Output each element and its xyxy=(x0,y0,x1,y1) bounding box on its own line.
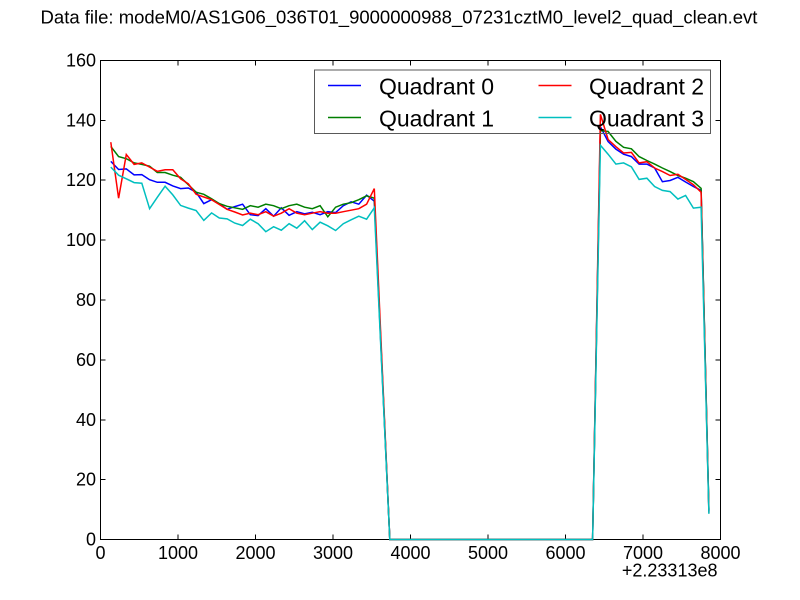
svg-text:160: 160 xyxy=(66,51,96,71)
svg-text:20: 20 xyxy=(76,470,96,490)
svg-text:Data file: modeM0/AS1G06_036T0: Data file: modeM0/AS1G06_036T01_90000009… xyxy=(41,7,758,29)
svg-text:Quadrant 3: Quadrant 3 xyxy=(589,105,704,131)
svg-text:40: 40 xyxy=(76,410,96,430)
svg-text:80: 80 xyxy=(76,290,96,310)
svg-text:6000: 6000 xyxy=(545,543,585,563)
svg-text:3000: 3000 xyxy=(313,543,353,563)
svg-text:+2.23313e8: +2.23313e8 xyxy=(622,561,718,581)
svg-text:4000: 4000 xyxy=(390,543,430,563)
svg-text:7000: 7000 xyxy=(623,543,663,563)
svg-text:2000: 2000 xyxy=(235,543,275,563)
svg-text:5000: 5000 xyxy=(468,543,508,563)
svg-text:0: 0 xyxy=(95,543,105,563)
svg-text:120: 120 xyxy=(66,170,96,190)
svg-text:1000: 1000 xyxy=(158,543,198,563)
svg-text:100: 100 xyxy=(66,230,96,250)
svg-text:0: 0 xyxy=(86,530,96,550)
svg-text:8000: 8000 xyxy=(700,543,740,563)
svg-text:Quadrant 2: Quadrant 2 xyxy=(589,73,704,99)
svg-text:Quadrant 0: Quadrant 0 xyxy=(379,73,494,99)
svg-text:Quadrant 1: Quadrant 1 xyxy=(379,105,494,131)
svg-text:60: 60 xyxy=(76,350,96,370)
svg-text:140: 140 xyxy=(66,110,96,130)
